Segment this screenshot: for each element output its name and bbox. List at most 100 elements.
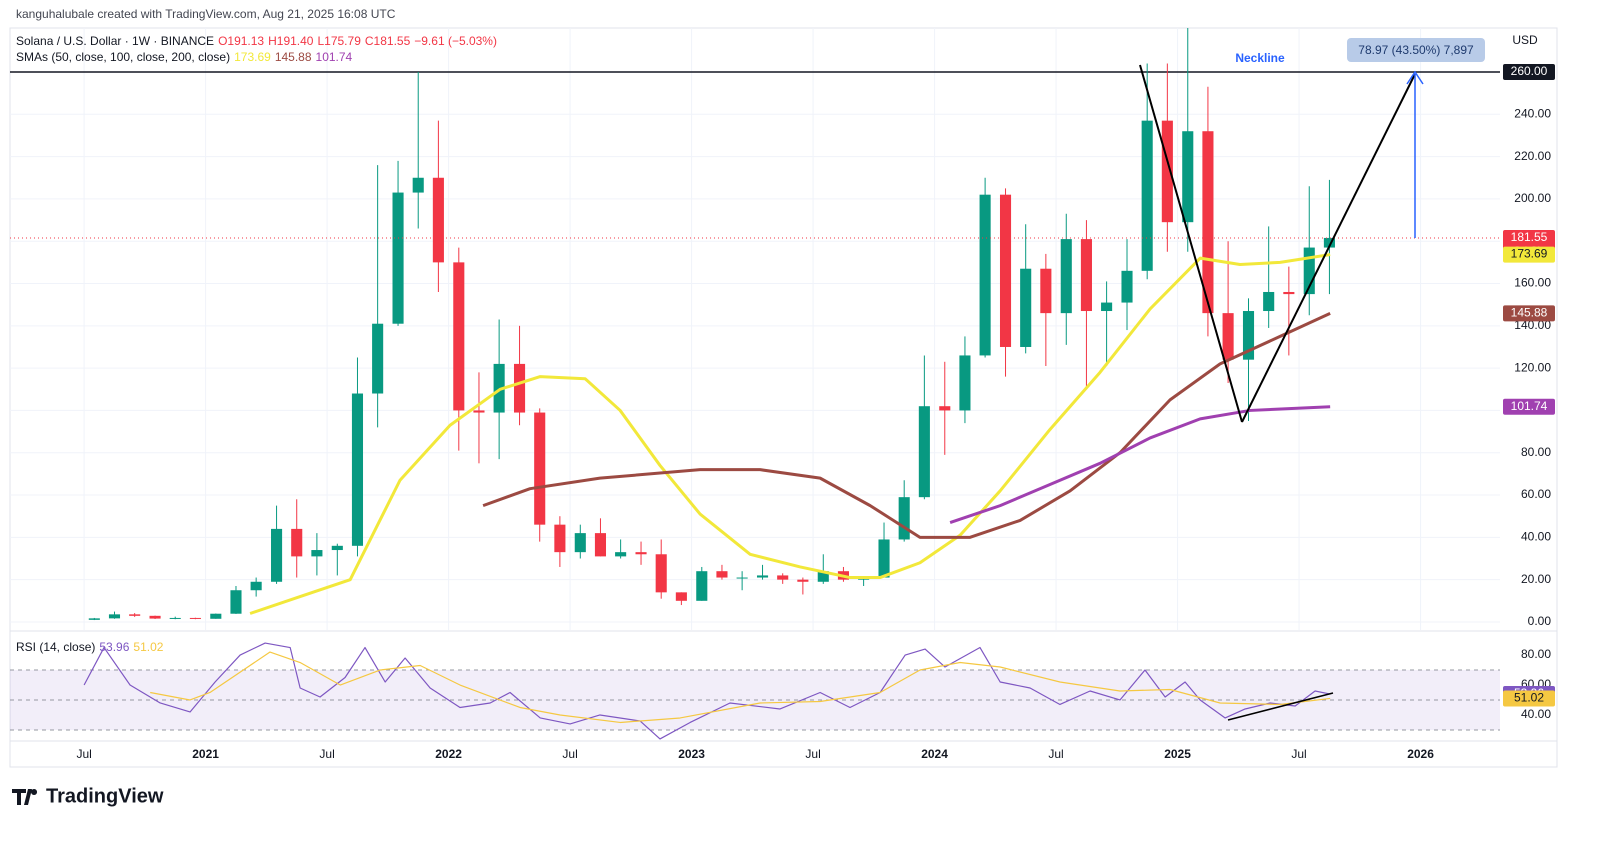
candle-body <box>351 393 364 546</box>
candle-body <box>878 539 890 578</box>
candle-body <box>432 177 444 263</box>
rsi-badge: 51.02 <box>1514 691 1544 705</box>
candle-body <box>169 617 181 619</box>
measure-label: 78.97 (43.50%) 7,897 <box>1358 43 1474 57</box>
rsi-tick-label: 40.00 <box>1521 707 1551 721</box>
sma-badge: 145.88 <box>1511 306 1548 320</box>
candle-body <box>372 323 384 394</box>
y-tick-label: 240.00 <box>1514 106 1551 120</box>
brand-name: TradingView <box>46 785 164 807</box>
candle-body <box>1040 268 1052 314</box>
candle-body <box>918 406 930 498</box>
sma-badge-box <box>1503 305 1555 322</box>
candle-body <box>1182 131 1194 223</box>
candle-body <box>250 581 262 591</box>
candle-body <box>1141 120 1153 271</box>
rsi-trendline <box>1227 692 1334 721</box>
x-tick-label: Jul <box>805 747 820 761</box>
sma-badge-box <box>1503 398 1555 415</box>
credit: kanguhalubale created with TradingView.c… <box>16 7 396 21</box>
y-tick-label: 220.00 <box>1514 149 1551 163</box>
sma-title: SMAs (50, close, 100, close, 200, close) <box>16 50 231 64</box>
ohlc-value: −9.61 (−5.03%) <box>414 34 497 48</box>
rsi-value: 51.02 <box>133 640 164 654</box>
candle-body <box>898 497 910 540</box>
overlay: 78.97 (43.50%) 7,897 Neckline USD Tradin… <box>12 33 1555 807</box>
y-tick-label: 200.00 <box>1514 191 1551 205</box>
candle-body <box>1080 239 1092 312</box>
candle-body <box>979 194 991 356</box>
candle-body <box>1222 313 1234 360</box>
candle-body <box>1101 302 1113 312</box>
ohlc-value: L175.79 <box>317 34 361 48</box>
symbol: Solana / U.S. Dollar · 1W · BINANCE <box>16 34 215 48</box>
brand-logo <box>12 789 38 805</box>
y-tick-label: 140.00 <box>1514 318 1551 332</box>
sma-value: 101.74 <box>315 50 353 64</box>
candle-body <box>291 528 303 557</box>
candle-body <box>108 614 121 619</box>
sma-line: SMAs (50, close, 100, close, 200, close)… <box>16 50 360 64</box>
symbol-line: Solana / U.S. Dollar · 1W · BINANCE O191.… <box>16 34 505 48</box>
candle-body <box>129 614 141 616</box>
x-tick-label: 2025 <box>1164 747 1191 761</box>
candle-body <box>210 613 222 619</box>
x-tick-label: 2023 <box>678 747 705 761</box>
y-tick-label: 0.00 <box>1528 614 1552 628</box>
sma-badge-box <box>1503 246 1555 263</box>
candle-body <box>959 355 971 411</box>
x-tick-label: Jul <box>1291 747 1306 761</box>
candle-body <box>655 554 667 593</box>
rsi-values: 53.96 51.02 <box>99 640 167 654</box>
candle-body <box>797 579 809 582</box>
rsi-badge-box <box>1503 690 1555 707</box>
arrow-head <box>1406 70 1424 85</box>
x-tick-label: Jul <box>319 747 334 761</box>
sma-badge: 101.74 <box>1511 399 1548 413</box>
candle-body <box>756 575 769 578</box>
y-tick-label: 260.00 <box>1511 64 1548 78</box>
currency: USD <box>1512 33 1538 47</box>
candle-body <box>1242 311 1255 360</box>
candle-body <box>1020 268 1032 347</box>
ohlc: O191.13 H191.40 L175.79 C181.55 −9.61 (−5.03… <box>218 34 501 48</box>
x-tick-label: Jul <box>562 747 577 761</box>
candle-body <box>635 552 647 555</box>
y-tick-label: 20.00 <box>1521 572 1551 586</box>
y-tick-label: 40.00 <box>1521 530 1551 544</box>
candle-body <box>311 550 323 557</box>
candle-body <box>1161 120 1173 223</box>
candle-body <box>675 592 687 601</box>
sma-line <box>949 405 1331 524</box>
candle-body <box>696 571 708 601</box>
candle-body <box>736 577 748 579</box>
x-tick-label: 2026 <box>1407 747 1434 761</box>
candle-body <box>615 552 627 557</box>
rsi-value: 53.96 <box>99 640 130 654</box>
candle-body <box>716 571 728 578</box>
candle-body <box>513 363 526 413</box>
x-tick-label: 2021 <box>192 747 219 761</box>
y-tick-label: 60.00 <box>1521 487 1551 501</box>
candle-body <box>817 571 829 582</box>
pattern-line <box>1139 64 1243 423</box>
sma-line <box>249 253 1331 615</box>
rsi-line <box>150 651 1331 724</box>
ohlc-value: H191.40 <box>268 34 314 48</box>
sma-value: 145.88 <box>274 50 312 64</box>
candle-body <box>939 406 951 411</box>
candle-body <box>1202 131 1214 314</box>
candle-body <box>574 533 586 553</box>
candle-body <box>453 262 465 411</box>
x-tick-label: 2024 <box>921 747 948 761</box>
y-tick-label: 120.00 <box>1514 360 1551 374</box>
candle-body <box>230 590 242 614</box>
candle-body <box>554 524 566 553</box>
candle-body <box>392 192 404 324</box>
candle-body <box>534 412 546 525</box>
ohlc-value: O191.13 <box>218 34 265 48</box>
sma-line <box>482 312 1331 539</box>
x-tick-label: Jul <box>1048 747 1063 761</box>
